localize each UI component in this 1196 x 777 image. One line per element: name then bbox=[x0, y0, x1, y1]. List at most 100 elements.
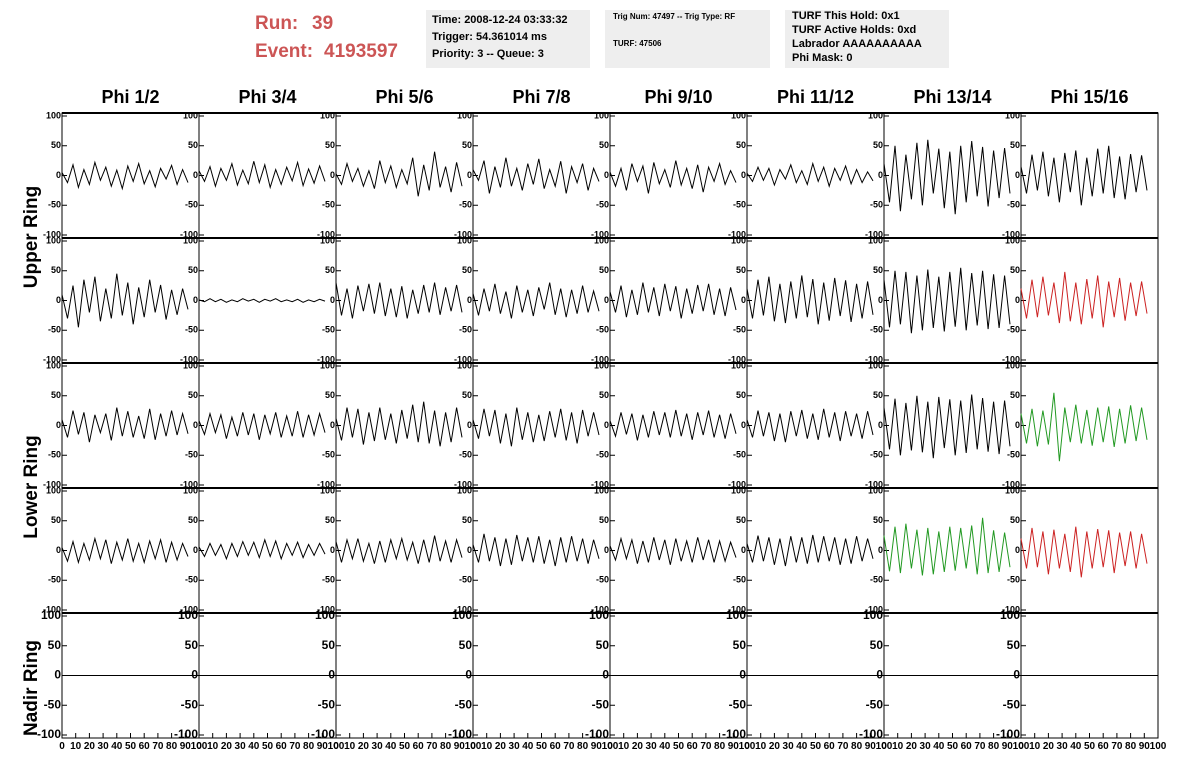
panel-frame bbox=[883, 112, 1022, 239]
y-tick-label: 50 bbox=[325, 515, 335, 525]
x-tick-label: 90 bbox=[1139, 741, 1151, 752]
waveform bbox=[335, 282, 463, 319]
panel-frame bbox=[472, 237, 611, 364]
column-title: Phi 9/10 bbox=[644, 87, 712, 107]
y-tick-label: -100 bbox=[591, 479, 609, 489]
y-tick-label: -50 bbox=[459, 450, 472, 460]
y-tick-label: 50 bbox=[51, 140, 61, 150]
y-tick-label: 100 bbox=[1005, 485, 1020, 495]
waveform bbox=[883, 267, 1011, 334]
x-tick-label: 30 bbox=[235, 741, 247, 752]
y-tick-label: 0 bbox=[467, 295, 472, 305]
waveform bbox=[472, 407, 600, 447]
y-tick-label: 50 bbox=[48, 638, 62, 652]
y-tick-label: 0 bbox=[739, 668, 746, 682]
y-tick-label: -100 bbox=[180, 479, 198, 489]
x-tick-label: 30 bbox=[372, 741, 384, 752]
x-tick-label: 90 bbox=[865, 741, 877, 752]
y-tick-label: 50 bbox=[596, 638, 610, 652]
x-tick-label: 40 bbox=[1070, 741, 1082, 752]
y-tick-label: -100 bbox=[591, 229, 609, 239]
x-tick-label: 10 bbox=[207, 741, 219, 752]
x-tick-label: 0 bbox=[881, 741, 887, 752]
x-tick-label: 10 bbox=[481, 741, 493, 752]
y-tick-label: 100 bbox=[1000, 608, 1020, 622]
y-tick-label: 50 bbox=[873, 140, 883, 150]
waveform bbox=[609, 409, 737, 441]
waveform bbox=[198, 160, 326, 190]
x-tick-label: 40 bbox=[248, 741, 260, 752]
waveform bbox=[61, 160, 189, 191]
y-tick-label: -100 bbox=[585, 727, 609, 741]
x-tick-label: 50 bbox=[947, 741, 959, 752]
y-tick-label: -50 bbox=[596, 325, 609, 335]
x-tick-label: 70 bbox=[700, 741, 712, 752]
x-tick-label: 100 bbox=[191, 741, 208, 752]
y-tick-label: 0 bbox=[193, 420, 198, 430]
x-tick-label: 20 bbox=[906, 741, 918, 752]
y-tick-label: 100 bbox=[868, 485, 883, 495]
waveform bbox=[335, 535, 463, 564]
x-tick-label: 90 bbox=[317, 741, 329, 752]
x-tick-label: 50 bbox=[262, 741, 274, 752]
y-tick-label: -100 bbox=[865, 354, 883, 364]
x-tick-label: 70 bbox=[837, 741, 849, 752]
y-tick-label: 100 bbox=[1005, 360, 1020, 370]
event-label: Event: bbox=[255, 41, 313, 62]
y-tick-label: -100 bbox=[728, 604, 746, 614]
y-tick-label: -50 bbox=[596, 200, 609, 210]
x-tick-label: 40 bbox=[385, 741, 397, 752]
y-tick-label: -50 bbox=[870, 575, 883, 585]
x-tick-label: 0 bbox=[470, 741, 476, 752]
y-tick-label: 100 bbox=[46, 360, 61, 370]
y-tick-label: 100 bbox=[320, 110, 335, 120]
waveform bbox=[61, 407, 189, 443]
y-tick-label: -100 bbox=[317, 354, 335, 364]
y-tick-label: -100 bbox=[317, 479, 335, 489]
y-tick-label: -100 bbox=[317, 229, 335, 239]
y-tick-label: -100 bbox=[1002, 354, 1020, 364]
x-tick-label: 0 bbox=[196, 741, 202, 752]
x-tick-label: 80 bbox=[1125, 741, 1137, 752]
y-tick-label: -50 bbox=[1007, 200, 1020, 210]
y-tick-label: 100 bbox=[46, 485, 61, 495]
y-tick-label: -100 bbox=[454, 229, 472, 239]
x-tick-label: 40 bbox=[111, 741, 123, 752]
y-tick-label: 50 bbox=[736, 515, 746, 525]
y-tick-label: 100 bbox=[183, 360, 198, 370]
y-tick-label: 0 bbox=[467, 545, 472, 555]
y-tick-label: 0 bbox=[191, 668, 198, 682]
x-tick-label: 100 bbox=[876, 741, 893, 752]
y-tick-label: 100 bbox=[46, 235, 61, 245]
y-tick-label: 0 bbox=[878, 420, 883, 430]
x-tick-label: 50 bbox=[399, 741, 411, 752]
ring-label: Upper Ring bbox=[21, 186, 42, 288]
info-text: Labrador AAAAAAAAAA bbox=[792, 38, 922, 50]
y-tick-label: 100 bbox=[589, 608, 609, 622]
waveform bbox=[746, 161, 874, 188]
waveform bbox=[198, 411, 326, 440]
y-tick-label: 50 bbox=[1007, 638, 1021, 652]
x-tick-label: 70 bbox=[974, 741, 986, 752]
y-tick-label: 100 bbox=[868, 360, 883, 370]
waveform bbox=[883, 517, 1011, 576]
y-tick-label: -50 bbox=[596, 450, 609, 460]
y-tick-label: -50 bbox=[322, 325, 335, 335]
waveform bbox=[1020, 526, 1148, 578]
x-tick-label: 90 bbox=[728, 741, 740, 752]
y-tick-label: 50 bbox=[599, 390, 609, 400]
column-title: Phi 11/12 bbox=[777, 87, 854, 107]
y-tick-label: -50 bbox=[322, 575, 335, 585]
y-tick-label: -50 bbox=[459, 575, 472, 585]
y-tick-label: 0 bbox=[328, 668, 335, 682]
x-tick-label: 50 bbox=[1084, 741, 1096, 752]
y-tick-label: 0 bbox=[465, 668, 472, 682]
y-tick-label: -100 bbox=[591, 354, 609, 364]
y-tick-label: -100 bbox=[859, 727, 883, 741]
y-tick-label: 0 bbox=[56, 170, 61, 180]
y-tick-label: -100 bbox=[180, 354, 198, 364]
x-tick-label: 80 bbox=[440, 741, 452, 752]
y-tick-label: -50 bbox=[48, 575, 61, 585]
y-tick-label: 0 bbox=[1015, 170, 1020, 180]
